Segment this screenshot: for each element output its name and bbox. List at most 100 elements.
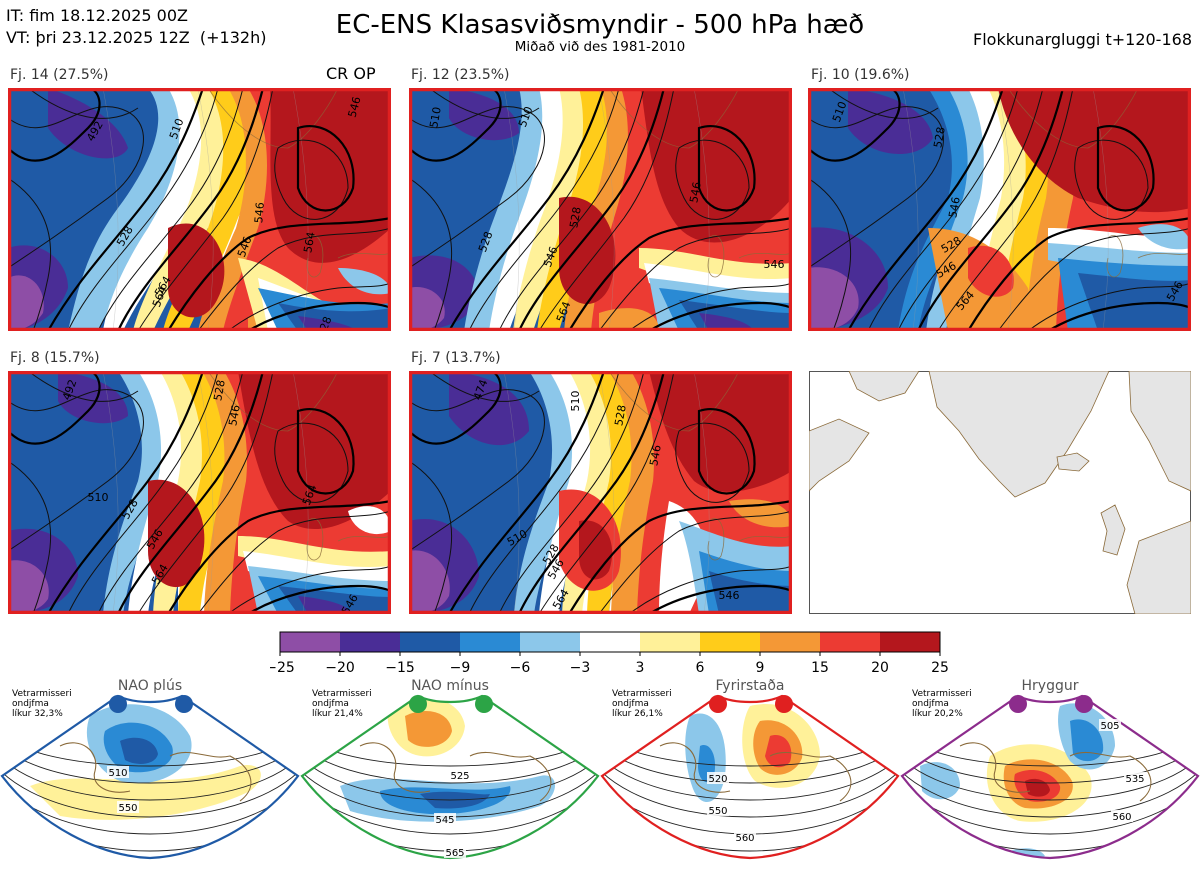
regime-note: líkur 32,3% xyxy=(12,709,63,719)
regime-coastline xyxy=(59,742,252,802)
contour-line-thin xyxy=(137,371,274,614)
regime-contour xyxy=(302,733,598,835)
coastline xyxy=(738,535,792,542)
contour-line-thick xyxy=(967,216,1191,331)
graticule xyxy=(598,88,615,331)
anomaly-band xyxy=(298,316,358,331)
contour-line-thin xyxy=(409,389,545,552)
regime-note: ondjfma xyxy=(912,699,949,709)
anomaly-band xyxy=(514,371,585,614)
regime-contour xyxy=(902,731,1198,818)
contour-line-thin xyxy=(97,371,244,614)
colorbar-tick-label: −9 xyxy=(450,660,471,676)
regime-contour xyxy=(2,733,298,835)
contour-line-thick xyxy=(1047,301,1191,331)
graticule xyxy=(693,88,710,331)
colorbar-tick-label: −15 xyxy=(385,660,415,676)
contour-line-thin xyxy=(8,460,52,614)
chart-title: EC-ENS Klasasviðsmyndir - 500 hPa hæð xyxy=(335,10,865,40)
contour-label: 546 xyxy=(719,589,740,602)
regime-note: Vetrarmisseri xyxy=(612,689,672,699)
regime-label-bg xyxy=(707,804,729,816)
contour-line-thick xyxy=(648,584,792,614)
colorbar-tick-label: 15 xyxy=(811,660,829,676)
contour-line-thick xyxy=(296,408,355,495)
regime-contour xyxy=(902,735,1198,852)
anomaly-band xyxy=(8,560,49,614)
regime-note: ondjfma xyxy=(312,699,349,709)
contour-line-thick xyxy=(1096,125,1155,212)
regime-contour-label: 560 xyxy=(735,833,754,844)
contour-line-thin xyxy=(1074,139,1149,220)
contour-line-thin xyxy=(227,282,391,331)
regime-anomaly xyxy=(765,735,792,768)
colorbar-tick-label: −6 xyxy=(510,660,531,676)
anomaly-band xyxy=(449,371,529,446)
colorbar-tick-label: 3 xyxy=(636,660,645,676)
contour-line-thin xyxy=(808,177,852,331)
regime-label-bg xyxy=(117,801,139,813)
regime-contour-label: 550 xyxy=(118,803,137,814)
graticule xyxy=(1092,88,1109,331)
colorbar-tick-label: 9 xyxy=(756,660,765,676)
contour-line-thin xyxy=(27,88,139,119)
iceland-land xyxy=(1056,452,1090,472)
regime-contour-label: 525 xyxy=(450,771,469,782)
graticule xyxy=(292,88,309,331)
contour-label: 528 xyxy=(315,315,334,331)
regime-label-bg xyxy=(734,831,756,843)
regime-title: NAO mínus xyxy=(411,678,489,694)
coastline xyxy=(738,252,792,259)
contour-label: 510 xyxy=(427,106,443,129)
contour-label: 528 xyxy=(612,404,628,427)
cluster-frame xyxy=(8,88,391,331)
colorbar-segment xyxy=(280,632,340,652)
contour-line-thin xyxy=(137,88,274,331)
regime-anomaly xyxy=(405,711,452,747)
graticule xyxy=(292,371,309,614)
contour-line-thin xyxy=(997,227,1191,331)
cluster-frame xyxy=(808,88,1191,331)
panel-label-1: Fj. 14 (27.5%) xyxy=(10,67,109,83)
contour-line-thin xyxy=(67,88,219,331)
graticule xyxy=(197,88,214,331)
regime-contour-label: 560 xyxy=(1112,812,1131,823)
arctic-islands xyxy=(848,371,920,402)
greenland-land xyxy=(928,371,1110,498)
contour-line-thin xyxy=(675,139,750,220)
regime-title: Hryggur xyxy=(1022,678,1079,694)
contour-line-thin xyxy=(897,88,1044,331)
regime-coastline xyxy=(359,742,552,802)
contour-line-thin xyxy=(598,227,792,331)
colorbar-tick-label: 20 xyxy=(871,660,889,676)
contour-line-thin xyxy=(867,88,1019,331)
anomaly-band xyxy=(641,88,792,243)
regime-contour-label: 550 xyxy=(708,806,727,817)
contour-line-thin xyxy=(27,371,139,402)
contour-line-thick xyxy=(568,499,792,614)
contour-line-thin xyxy=(274,422,349,503)
anomaly-band xyxy=(489,88,575,331)
regime-coastline xyxy=(659,742,852,802)
anomaly-band xyxy=(808,267,859,331)
contour-line-thin xyxy=(227,565,391,614)
regime-note: ondjfma xyxy=(612,699,649,709)
regime-contour xyxy=(602,735,898,852)
contour-line-thick xyxy=(409,371,502,445)
anomaly-band xyxy=(699,313,754,331)
cr-op-tag: CR OP xyxy=(326,64,376,83)
contour-label: 546 xyxy=(946,196,962,219)
regime-outline xyxy=(300,694,600,860)
contour-line-thin xyxy=(937,88,1074,331)
anomaly-band xyxy=(409,287,445,331)
regime-marker xyxy=(409,695,427,713)
contour-line-thin xyxy=(468,88,620,331)
regime-contour-label: 520 xyxy=(708,774,727,785)
contour-line-thin xyxy=(274,139,349,220)
contour-line-thick xyxy=(697,125,756,212)
contour-line-thin xyxy=(1027,282,1191,331)
